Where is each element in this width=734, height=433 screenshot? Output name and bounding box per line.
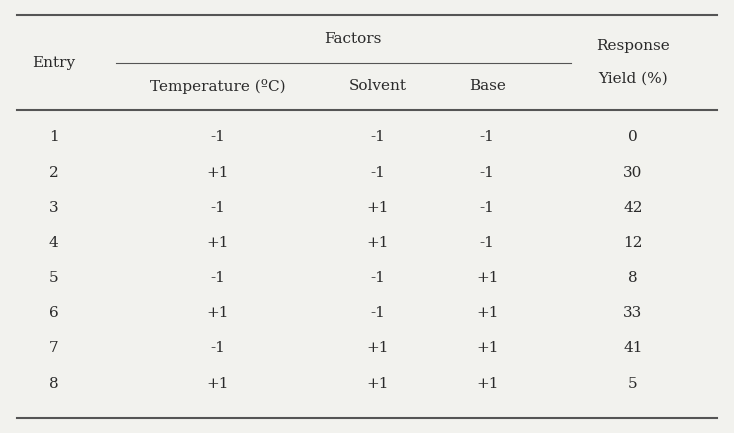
Text: -1: -1 xyxy=(210,271,225,285)
Text: -1: -1 xyxy=(480,236,495,250)
Text: +1: +1 xyxy=(476,341,498,355)
Text: 1: 1 xyxy=(49,130,59,145)
Text: -1: -1 xyxy=(371,306,385,320)
Text: +1: +1 xyxy=(206,236,229,250)
Text: 33: 33 xyxy=(623,306,642,320)
Text: +1: +1 xyxy=(367,201,389,215)
Text: +1: +1 xyxy=(367,236,389,250)
Text: Response: Response xyxy=(596,39,669,53)
Text: 7: 7 xyxy=(49,341,59,355)
Text: 6: 6 xyxy=(49,306,59,320)
Text: 12: 12 xyxy=(623,236,643,250)
Text: 8: 8 xyxy=(49,377,59,391)
Text: -1: -1 xyxy=(210,201,225,215)
Text: 3: 3 xyxy=(49,201,59,215)
Text: Solvent: Solvent xyxy=(349,79,407,93)
Text: +1: +1 xyxy=(206,165,229,180)
Text: +1: +1 xyxy=(367,341,389,355)
Text: -1: -1 xyxy=(480,130,495,145)
Text: +1: +1 xyxy=(206,377,229,391)
Text: -1: -1 xyxy=(480,165,495,180)
Text: Entry: Entry xyxy=(32,55,76,70)
Text: -1: -1 xyxy=(210,341,225,355)
Text: +1: +1 xyxy=(476,377,498,391)
Text: +1: +1 xyxy=(476,271,498,285)
Text: 5: 5 xyxy=(49,271,59,285)
Text: 4: 4 xyxy=(49,236,59,250)
Text: -1: -1 xyxy=(371,130,385,145)
Text: +1: +1 xyxy=(367,377,389,391)
Text: Factors: Factors xyxy=(324,32,381,46)
Text: Temperature (ºC): Temperature (ºC) xyxy=(150,79,286,94)
Text: 42: 42 xyxy=(623,201,643,215)
Text: 2: 2 xyxy=(49,165,59,180)
Text: 0: 0 xyxy=(628,130,638,145)
Text: -1: -1 xyxy=(480,201,495,215)
Text: -1: -1 xyxy=(371,271,385,285)
Text: +1: +1 xyxy=(476,306,498,320)
Text: +1: +1 xyxy=(206,306,229,320)
Text: -1: -1 xyxy=(210,130,225,145)
Text: 5: 5 xyxy=(628,377,638,391)
Text: -1: -1 xyxy=(371,165,385,180)
Text: Base: Base xyxy=(469,79,506,93)
Text: 41: 41 xyxy=(623,341,643,355)
Text: 8: 8 xyxy=(628,271,638,285)
Text: Yield (%): Yield (%) xyxy=(598,72,668,86)
Text: 30: 30 xyxy=(623,165,642,180)
